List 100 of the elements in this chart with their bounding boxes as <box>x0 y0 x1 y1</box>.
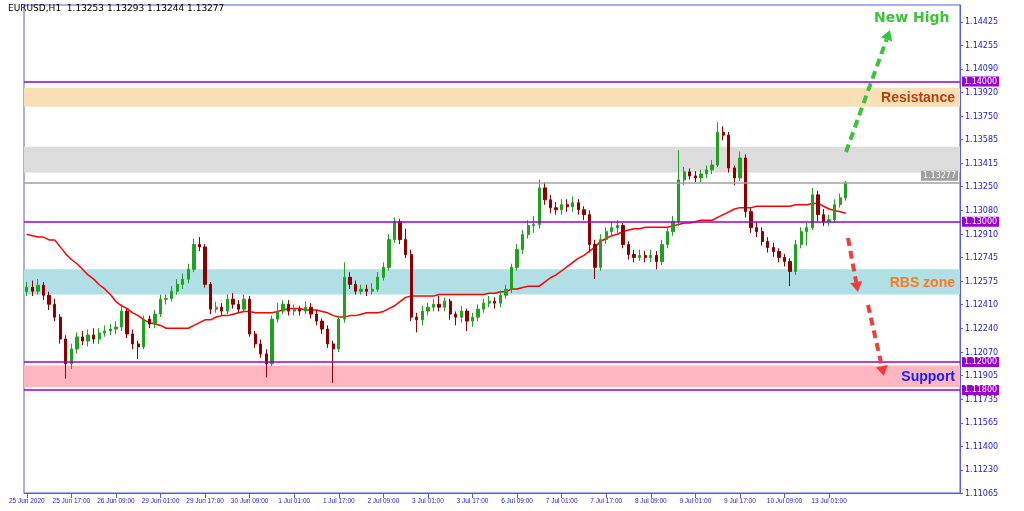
candlestick <box>137 340 140 360</box>
band-label: RBS zone <box>889 273 956 290</box>
candlestick <box>337 315 340 353</box>
candlestick <box>248 295 251 338</box>
candlestick <box>805 222 808 246</box>
candlestick <box>187 263 190 284</box>
ref-line-label: 1.14000 <box>964 76 998 86</box>
candlestick <box>109 323 112 336</box>
candlestick <box>499 289 502 308</box>
candlestick <box>432 298 435 312</box>
candlestick <box>437 295 441 312</box>
candlestick <box>215 301 218 314</box>
y-tick-label: 1.12070 <box>965 347 999 357</box>
candlestick <box>716 121 719 168</box>
candlestick <box>471 312 474 328</box>
candlestick <box>794 239 797 276</box>
y-tick-label: 1.13585 <box>965 135 999 145</box>
candlestick <box>192 237 196 273</box>
candlestick <box>259 338 262 359</box>
candlestick <box>605 226 608 245</box>
candlestick <box>488 295 491 308</box>
candlestick <box>465 308 469 332</box>
candlestick <box>315 309 318 326</box>
candlestick <box>343 261 346 324</box>
text: New High <box>874 9 950 25</box>
y-tick-label: 1.13250 <box>965 182 999 192</box>
candlestick <box>198 236 201 252</box>
candlestick <box>148 315 151 329</box>
candlestick <box>710 159 714 175</box>
candlestick <box>554 201 558 216</box>
candlestick <box>800 226 803 249</box>
annotation: EURUSD,H1 1.13253 1.13293 1.13244 1.13277 <box>8 2 225 13</box>
candlestick <box>393 216 396 244</box>
candlestick <box>181 273 184 290</box>
candlestick <box>120 303 123 332</box>
candlestick <box>36 278 40 296</box>
y-tick-label: 1.14090 <box>965 64 999 74</box>
candlestick <box>744 153 747 218</box>
candlestick <box>270 315 274 367</box>
candlestick <box>566 198 569 213</box>
candlestick <box>298 305 301 317</box>
candlestick <box>616 219 619 234</box>
y-tick-label: 1.14255 <box>965 41 999 51</box>
candlestick <box>332 340 335 384</box>
candlestick <box>153 309 157 329</box>
candlestick <box>543 181 547 206</box>
candlestick <box>783 253 786 268</box>
candlestick <box>482 298 485 314</box>
candlestick <box>521 229 524 255</box>
y-tick-label: 1.13920 <box>965 88 999 98</box>
candlestick <box>421 305 424 326</box>
ref-line-label: 1.13000 <box>964 217 998 227</box>
candlestick <box>426 302 430 317</box>
candlestick <box>694 170 697 183</box>
candlestick <box>649 249 652 263</box>
candlestick <box>610 221 613 237</box>
candlestick <box>582 205 586 221</box>
candlestick <box>53 298 56 322</box>
candlestick <box>788 257 792 287</box>
candlestick <box>571 195 574 213</box>
candlestick <box>627 240 630 261</box>
candlestick <box>733 165 736 186</box>
candlestick <box>114 320 118 335</box>
y-tick-label: 1.12410 <box>965 299 999 309</box>
candlestick <box>727 131 730 174</box>
y-tick-label: 1.13415 <box>965 158 999 168</box>
candlestick <box>31 280 34 297</box>
y-tick-label: 1.13080 <box>965 205 999 215</box>
candlestick <box>59 313 62 345</box>
candlestick <box>621 222 625 249</box>
candlestick <box>98 327 101 345</box>
candlestick <box>142 315 145 350</box>
candlestick <box>677 149 680 227</box>
candlestick <box>242 294 246 312</box>
y-tick-label: 1.11400 <box>965 441 999 451</box>
candlestick <box>309 302 313 319</box>
candlestick <box>560 198 563 216</box>
candlestick <box>131 329 134 350</box>
candlestick <box>86 329 90 347</box>
candlestick <box>510 263 513 294</box>
candlestick <box>549 194 552 214</box>
candlestick <box>772 242 775 258</box>
candlestick <box>738 151 742 182</box>
candlestick <box>47 291 51 311</box>
candlestick <box>816 190 820 223</box>
candlestick <box>42 281 45 301</box>
candlestick <box>176 278 179 296</box>
candlestick <box>766 236 769 254</box>
candlestick <box>593 239 597 280</box>
candlestick <box>777 247 781 263</box>
candlestick <box>226 294 229 315</box>
candlestick <box>70 343 73 370</box>
candlestick <box>833 198 836 224</box>
candlestick <box>276 302 279 324</box>
y-tick-label: 1.11230 <box>965 465 999 475</box>
candlestick <box>460 305 463 324</box>
candlestick <box>644 250 647 263</box>
candlestick <box>822 208 825 227</box>
candlestick <box>231 292 235 310</box>
y-tick-label: 1.14425 <box>965 17 999 27</box>
